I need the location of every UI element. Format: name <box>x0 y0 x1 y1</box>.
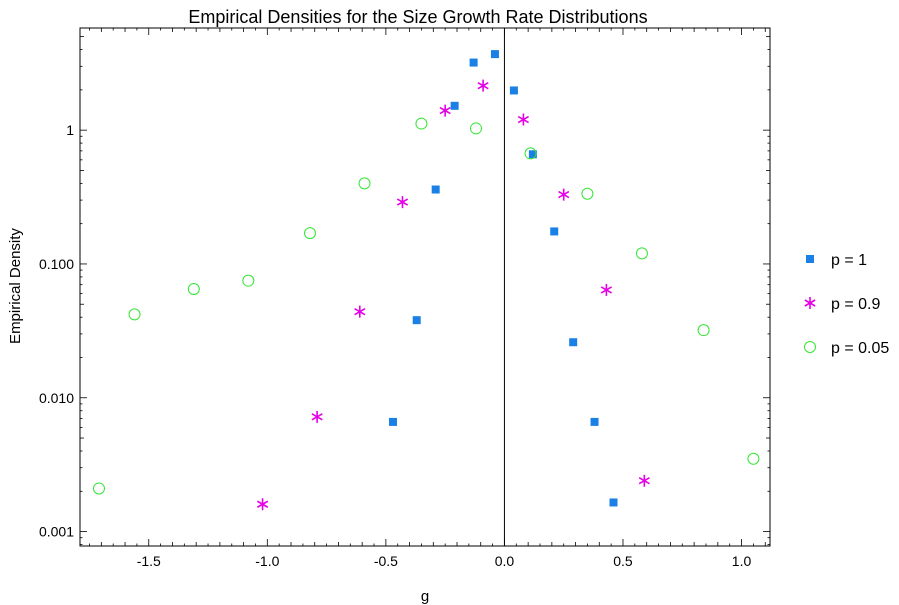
data-point-square <box>412 316 421 325</box>
data-point-circle <box>469 122 482 135</box>
plot-area: -1.5 -1.0 -0.5 0.0 0.5 1.0 0.001 0.010 0.100 1 <box>39 27 771 569</box>
x-axis-label: g <box>421 588 429 605</box>
legend-label: p = 0.9 <box>831 296 880 313</box>
legend-marker-star <box>804 297 816 309</box>
legend-marker-square <box>806 255 814 263</box>
data-point-square <box>450 101 459 110</box>
data-point-circle <box>635 247 648 260</box>
y-axis-label: Empirical Density <box>7 228 24 344</box>
data-point-circle <box>415 117 428 130</box>
data-point-square <box>490 50 499 59</box>
y-tick-label: 0.001 <box>39 524 74 540</box>
data-point-square <box>528 150 537 159</box>
data-point-square <box>469 58 478 67</box>
data-point-circle <box>581 187 594 200</box>
data-point-circle <box>128 308 141 321</box>
data-point-square <box>569 338 578 347</box>
data-point-star <box>354 305 366 318</box>
data-point-circle <box>524 147 537 160</box>
x-tick-label: -1.5 <box>137 553 161 569</box>
data-point-star <box>439 104 451 117</box>
data-point-star <box>396 196 409 209</box>
legend-marker-circle <box>804 341 816 353</box>
data-point-star <box>517 113 529 126</box>
data-point-square <box>550 227 559 236</box>
data-point-circle <box>187 282 200 295</box>
data-point-star <box>311 410 323 423</box>
data-point-circle <box>92 482 105 495</box>
y-tick-label: 1 <box>66 122 74 138</box>
data-point-star <box>256 498 269 511</box>
x-tick-label: 0.0 <box>495 553 515 569</box>
data-point-star <box>558 188 570 201</box>
x-tick-label: -0.5 <box>374 553 398 569</box>
data-point-star <box>600 283 612 296</box>
plot-frame <box>79 27 771 547</box>
data-point-circle <box>358 177 371 190</box>
data-point-circle <box>747 452 760 465</box>
y-tick-label: 0.010 <box>39 390 74 406</box>
data-point-square <box>431 185 440 194</box>
legend: p = 1 p = 0.9 p = 0.05 <box>804 252 889 357</box>
data-point-circle <box>242 274 255 287</box>
x-tick-label: 1.0 <box>732 553 752 569</box>
data-point-circle <box>697 324 710 337</box>
y-tick-label: 0.100 <box>39 256 74 272</box>
legend-label: p = 0.05 <box>831 340 889 357</box>
x-tick-label: -1.0 <box>255 553 279 569</box>
data-point-square <box>590 417 599 426</box>
data-point-star <box>477 79 489 92</box>
data-point-square <box>509 86 518 95</box>
data-point-square <box>609 498 618 507</box>
legend-label: p = 1 <box>831 252 867 269</box>
chart-title: Empirical Densities for the Size Growth … <box>188 7 647 27</box>
data-point-circle <box>304 227 316 240</box>
data-point-square <box>388 417 397 426</box>
data-point-star <box>638 474 650 487</box>
x-tick-label: 0.5 <box>613 553 633 569</box>
